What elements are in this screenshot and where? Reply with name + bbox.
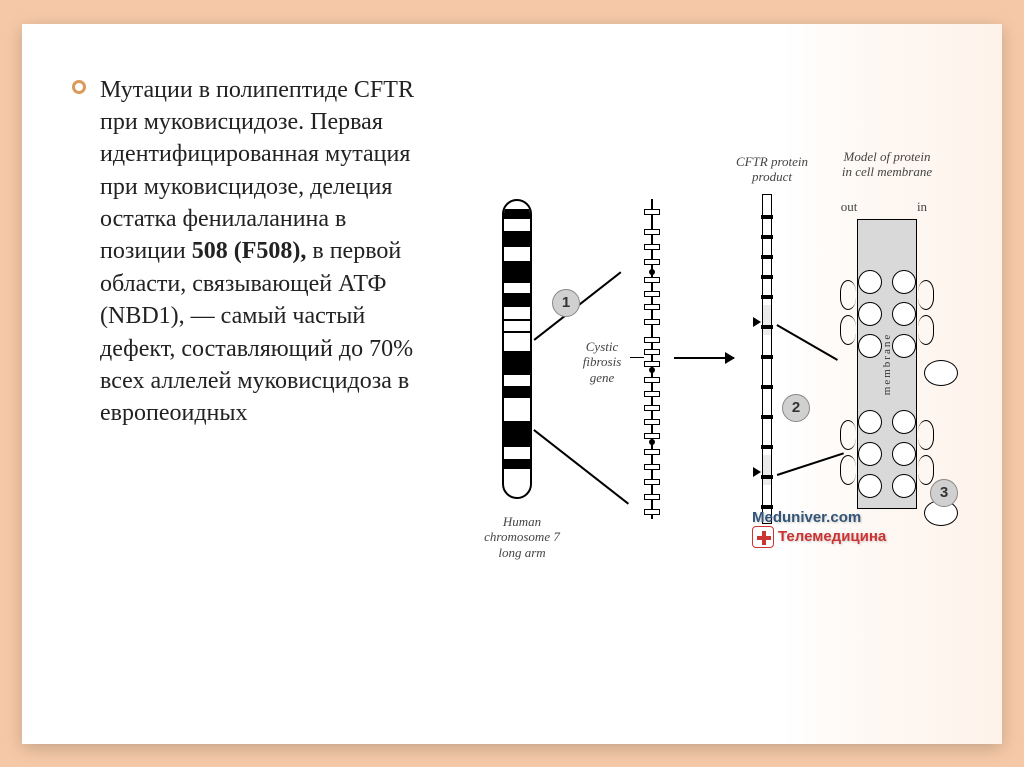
- columns: Мутации в полипептиде CFTR при муковисци…: [72, 74, 962, 704]
- body-paragraph: Мутации в полипептиде CFTR при муковисци…: [100, 74, 422, 430]
- step-number-1: 1: [552, 289, 580, 317]
- text-column: Мутации в полипептиде CFTR при муковисци…: [72, 74, 422, 704]
- watermark: Meduniver.com Телемедицина: [752, 509, 886, 548]
- connector-line: [777, 324, 838, 360]
- body-part1: Мутации в полипептиде CFTR при муковисци…: [100, 77, 414, 265]
- membrane-label: membrane: [881, 332, 893, 394]
- label-out: out: [834, 199, 864, 215]
- chromosome-body: [502, 199, 532, 499]
- cross-icon: [752, 526, 774, 548]
- connector-line: [630, 357, 644, 359]
- arrow-icon: [674, 357, 734, 359]
- watermark-line2: Телемедицина: [778, 527, 886, 544]
- label-in: in: [912, 199, 932, 215]
- slide: Мутации в полипептиде CFTR при муковисци…: [22, 24, 1002, 744]
- step-number-3: 3: [930, 479, 958, 507]
- label-chromosome: Humanchromosome 7long arm: [472, 514, 572, 561]
- label-protein: CFTR protein product: [722, 154, 822, 185]
- connector-line: [777, 452, 844, 475]
- figure-column: CFTR protein product Model of protein in…: [442, 74, 962, 704]
- step-number-2: 2: [782, 394, 810, 422]
- body-bold: 508 (F508),: [192, 238, 307, 264]
- watermark-line1: Meduniver.com: [752, 509, 886, 526]
- label-gene: Cysticfibrosisgene: [572, 339, 632, 386]
- label-model: Model of protein in cell membrane: [837, 149, 937, 180]
- chromosome-ideogram: [502, 199, 532, 499]
- connector-line: [534, 429, 629, 504]
- membrane-box: membrane: [857, 219, 917, 509]
- protein-product-bar: [762, 194, 772, 524]
- gene-exon-map: [642, 199, 662, 519]
- body-part2: в первой области, связывающей АТФ (NBD1)…: [100, 238, 413, 426]
- bullet-icon: [72, 80, 86, 94]
- cftr-figure: CFTR protein product Model of protein in…: [442, 179, 962, 599]
